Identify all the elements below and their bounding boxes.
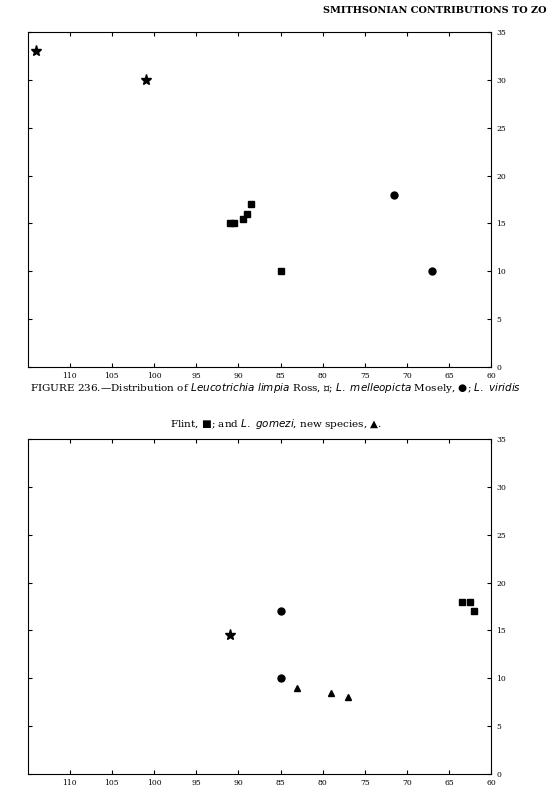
Text: SMITHSONIAN CONTRIBUTIONS TO ZO: SMITHSONIAN CONTRIBUTIONS TO ZO bbox=[323, 6, 546, 15]
Text: Flint, ■; and $\mathit{L.\ gomezi}$, new species, ▲.: Flint, ■; and $\mathit{L.\ gomezi}$, new… bbox=[170, 417, 382, 430]
Text: FIGURE 236.—Distribution of $\mathit{Leucotrichia\ limpia}$ Ross, ★; $\mathit{L.: FIGURE 236.—Distribution of $\mathit{Leu… bbox=[30, 381, 522, 395]
